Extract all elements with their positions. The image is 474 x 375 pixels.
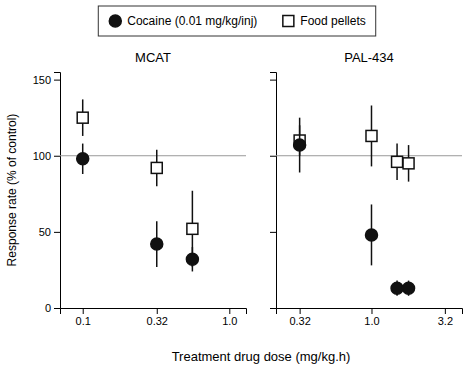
title: PAL-434 [344, 50, 394, 65]
x-tick-label: 0.32 [289, 315, 310, 327]
plot-area [60, 99, 246, 271]
series [294, 105, 414, 181]
series [77, 144, 199, 272]
y-tick-mark [54, 232, 60, 233]
legend-label: Cocaine (0.01 mg/kg/inj) [127, 14, 257, 28]
point [403, 282, 415, 294]
y-tick: 150 [33, 74, 60, 86]
y-tick-mark [54, 156, 60, 157]
x-tick-mark [83, 308, 84, 314]
x-tick-label: 1.0 [364, 315, 379, 327]
point [151, 238, 163, 250]
legend: Cocaine (0.01 mg/kg/inj) Food pellets [98, 6, 375, 36]
panel: 0.32 1.0 3.2 PAL-434 [270, 50, 463, 327]
legend-item: Food pellets [283, 14, 366, 28]
chart: 0.1 0.32 1.0 0 50 100 150 MCAT Response rate (% … [0, 0, 474, 375]
y-tick: 0 [45, 302, 60, 314]
y-tick-label: 0 [45, 302, 51, 314]
point [294, 139, 306, 151]
y-tick-mark [54, 308, 60, 309]
point [366, 130, 377, 141]
legend-swatch [109, 15, 121, 27]
x-tick: 3.2 [438, 308, 453, 327]
plot-area [276, 105, 462, 295]
panel: 0.1 0.32 1.0 0 50 100 150 MCAT Response rate (% … [5, 50, 247, 327]
x-tick-label: 3.2 [438, 315, 453, 327]
point [392, 156, 403, 167]
point [365, 229, 377, 241]
x-tick-mark [300, 308, 301, 314]
x-tick-mark [157, 308, 158, 314]
x-tick: 0.32 [147, 308, 168, 327]
title: MCAT [135, 50, 171, 65]
y-tick-mark [270, 308, 276, 309]
y-tick: 100 [33, 150, 60, 162]
y-tick-label: 150 [33, 74, 51, 86]
point [186, 253, 198, 265]
y-tick-mark [54, 80, 60, 81]
point [403, 158, 414, 169]
y-tick: 50 [39, 226, 60, 238]
x-tick: 0.1 [76, 308, 91, 327]
x-tick: 0.32 [289, 308, 310, 327]
x-tick-mark [445, 308, 446, 314]
reference-line [276, 155, 462, 156]
x-tick-mark [229, 308, 230, 314]
y-axis [270, 73, 277, 309]
legend-label: Food pellets [300, 14, 365, 28]
point [187, 223, 198, 234]
y-tick [270, 80, 276, 81]
y-axis-line [270, 73, 277, 309]
point [391, 282, 403, 294]
y-tick [270, 156, 276, 157]
legend-frame [98, 6, 375, 36]
x-tick: 1.0 [222, 308, 237, 327]
y-tick-mark [270, 156, 276, 157]
legend-item: Cocaine (0.01 mg/kg/inj) [109, 14, 257, 28]
x-axis-title: Treatment drug dose (mg/kg.h) [172, 349, 351, 364]
x-axis: 0.32 1.0 3.2 [277, 308, 463, 327]
x-tick-mark [371, 308, 372, 314]
point [77, 153, 89, 165]
y-tick-mark [270, 80, 276, 81]
x-tick-label: 0.1 [76, 315, 91, 327]
point [151, 162, 162, 173]
x-tick-label: 1.0 [222, 315, 237, 327]
y-axis-title: Response rate (% of control) [5, 114, 19, 267]
y-tick [270, 308, 276, 309]
y-tick-label: 50 [39, 226, 51, 238]
y-tick [270, 232, 276, 233]
x-axis: 0.1 0.32 1.0 [61, 308, 247, 327]
series [294, 118, 415, 296]
x-tick: 1.0 [364, 308, 379, 327]
legend-swatch [283, 16, 294, 27]
y-tick-label: 100 [33, 150, 51, 162]
y-axis: 0 50 100 150 [33, 73, 61, 315]
y-axis-line [54, 73, 61, 309]
point [77, 112, 88, 123]
x-axis-line [61, 309, 247, 315]
x-tick-label: 0.32 [147, 315, 168, 327]
x-axis-line [277, 309, 463, 315]
series [77, 99, 198, 266]
y-tick-mark [270, 232, 276, 233]
